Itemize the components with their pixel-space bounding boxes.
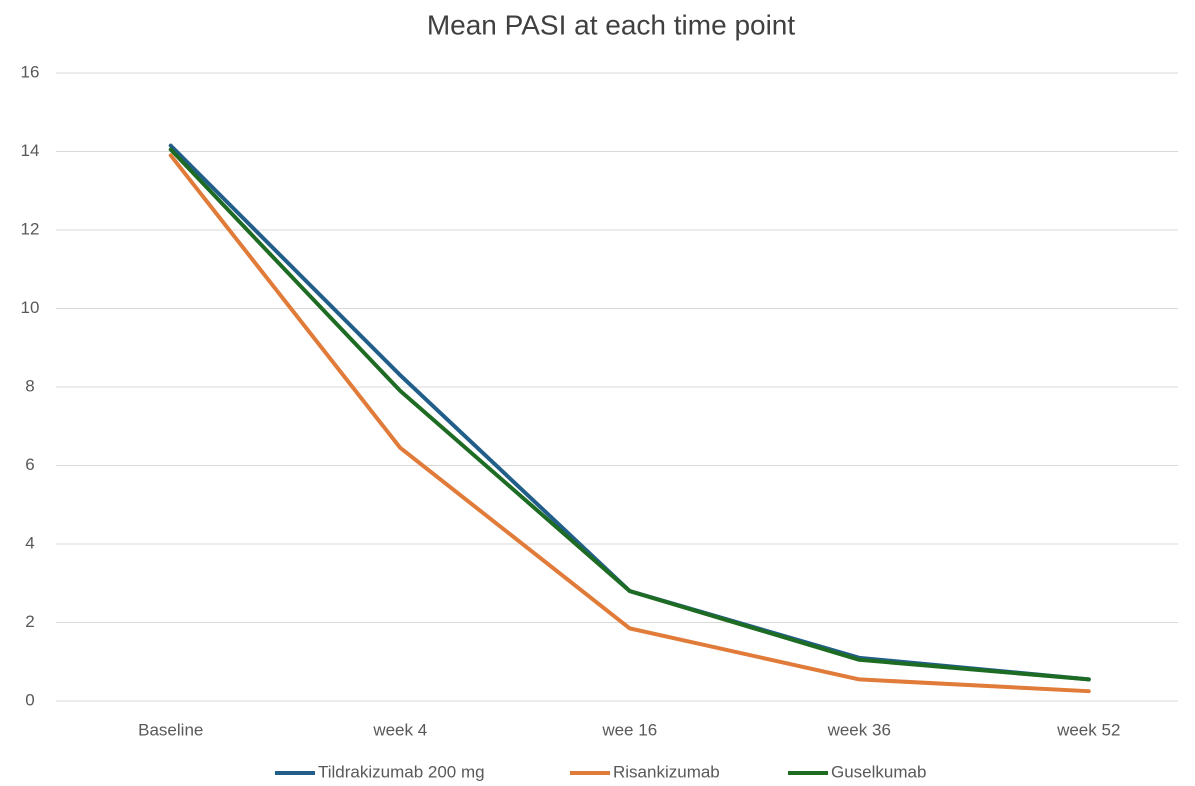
y-tick-label: 10: [21, 298, 40, 317]
y-tick-label: 8: [25, 376, 34, 395]
y-tick-label: 6: [25, 455, 34, 474]
y-tick-label: 12: [21, 219, 40, 238]
legend-label: Risankizumab: [613, 762, 720, 781]
legend-label: Tildrakizumab 200 mg: [318, 762, 485, 781]
series-line: [168, 147, 1091, 682]
y-tick-label: 4: [25, 533, 34, 552]
x-tick-label: week 4: [372, 720, 427, 739]
y-tick-label: 2: [25, 612, 34, 631]
x-tick-label: wee 16: [601, 720, 657, 739]
series-line: [168, 153, 1091, 694]
legend-label: Guselkumab: [831, 762, 926, 781]
x-tick-label: week 52: [1056, 720, 1120, 739]
y-tick-label: 16: [21, 62, 40, 81]
y-tick-label: 0: [25, 690, 34, 709]
y-tick-label: 14: [21, 141, 40, 160]
x-tick-label: Baseline: [138, 720, 203, 739]
chart-title: Mean PASI at each time point: [427, 9, 796, 40]
series-line: [168, 143, 1091, 682]
x-tick-label: week 36: [827, 720, 891, 739]
